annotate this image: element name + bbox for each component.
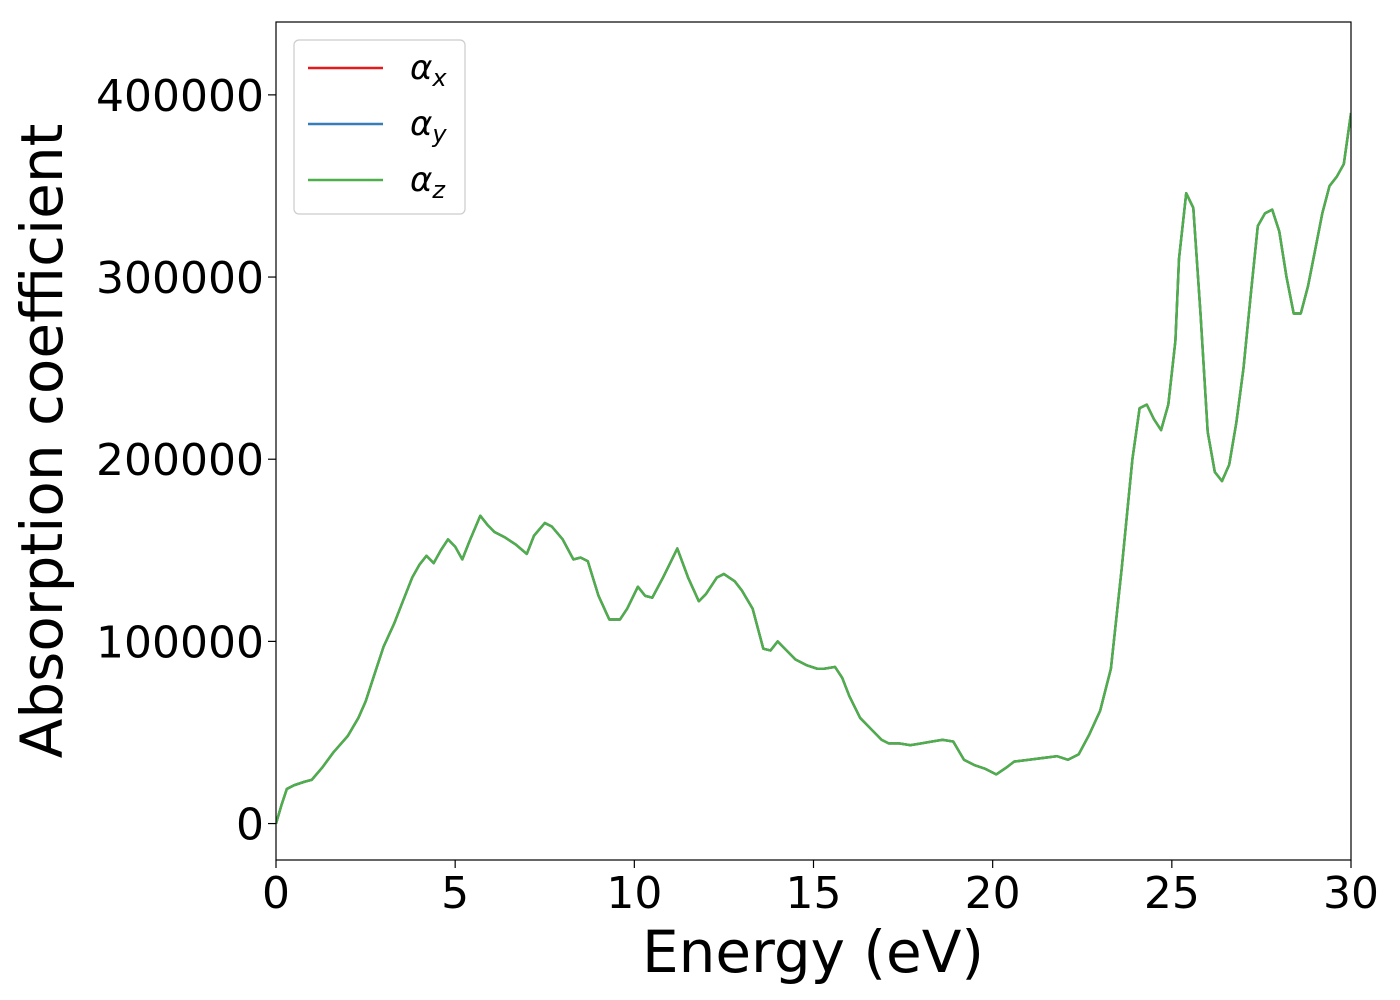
x-tick-label: 20 bbox=[965, 868, 1021, 919]
y-tick-label: 200000 bbox=[96, 435, 264, 486]
y-axis-title: Absorption coefficient bbox=[8, 124, 76, 759]
legend-label-alpha-x: αx bbox=[410, 48, 447, 92]
x-axis-ticks: 0 5 10 15 20 25 30 bbox=[262, 860, 1379, 919]
series-layer bbox=[276, 112, 1351, 824]
series-line-alpha-z bbox=[276, 112, 1351, 824]
y-tick-label: 400000 bbox=[96, 71, 264, 122]
x-tick-label: 10 bbox=[606, 868, 662, 919]
legend: αx αy αz bbox=[293, 39, 466, 215]
x-tick-label: 0 bbox=[262, 868, 290, 919]
x-tick-label: 15 bbox=[786, 868, 842, 919]
legend-frame bbox=[293, 39, 466, 215]
x-axis-title: Energy (eV) bbox=[642, 918, 984, 986]
x-tick-label: 25 bbox=[1144, 868, 1200, 919]
x-tick-label: 30 bbox=[1323, 868, 1379, 919]
x-tick-label: 5 bbox=[441, 868, 469, 919]
legend-label-alpha-z: αz bbox=[410, 160, 446, 204]
y-tick-label: 300000 bbox=[96, 253, 264, 304]
y-tick-label: 0 bbox=[236, 800, 264, 851]
legend-label-alpha-y: αy bbox=[410, 104, 447, 148]
y-axis-ticks: 0 100000 200000 300000 400000 bbox=[96, 71, 276, 851]
y-tick-label: 100000 bbox=[96, 617, 264, 668]
